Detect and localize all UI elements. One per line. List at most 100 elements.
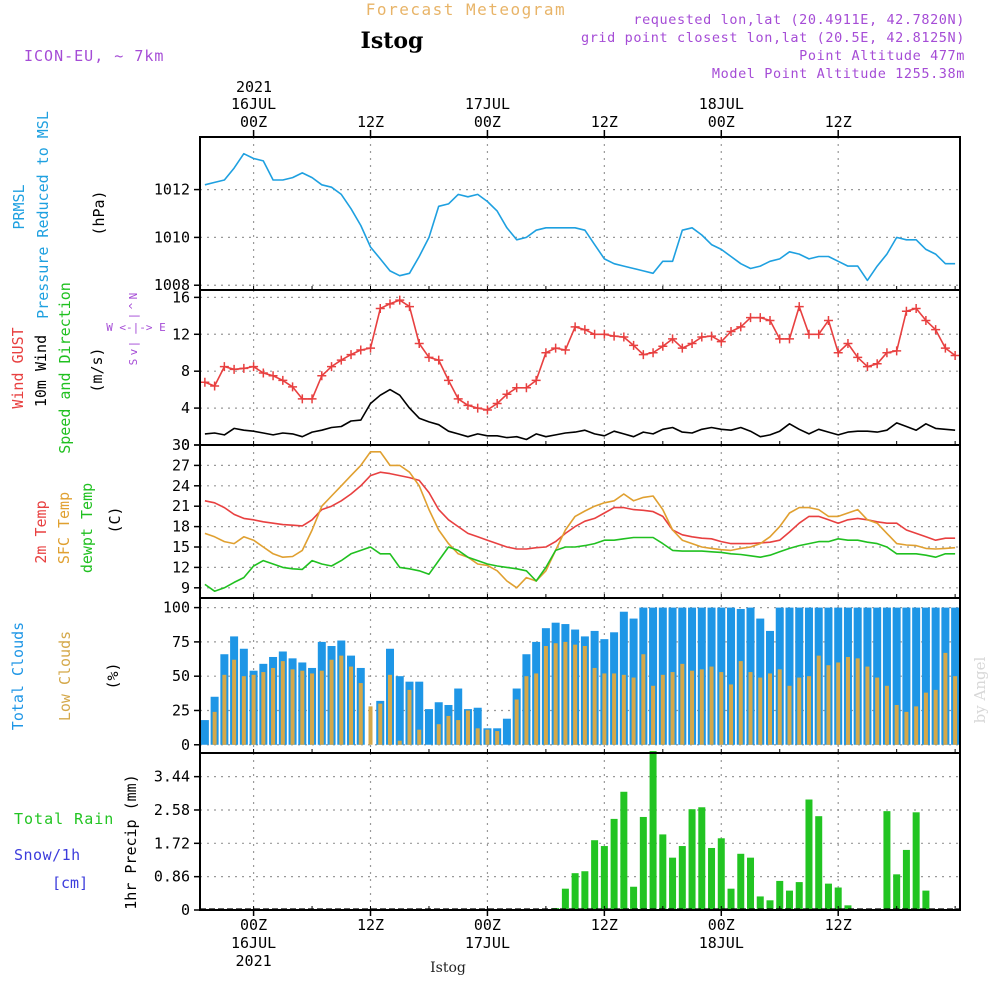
wind-label: 10m Wind: [32, 335, 50, 407]
top-time-label: 18JUL: [699, 95, 744, 113]
compass-bar-top: |: [127, 313, 140, 320]
total-cloud-bar: [649, 607, 658, 745]
pressure-label-prmsl: PRMSL: [10, 184, 28, 229]
rain-bar: [893, 874, 901, 910]
top-time-label: 12Z: [591, 113, 618, 131]
wind-label-group: Wind GUST 10m Wind Speed and Direction (…: [9, 282, 166, 454]
low-cloud-bar: [310, 673, 315, 745]
low-cloud-bar: [290, 669, 295, 745]
pressure-series-line: [204, 152, 956, 282]
low-cloud-bar: [865, 666, 870, 745]
point-altitude: Point Altitude 477m: [799, 48, 965, 64]
gust-marker: [560, 345, 570, 355]
low-cloud-bar: [534, 673, 539, 745]
low-cloud-bar: [816, 655, 821, 745]
gust-marker: [804, 329, 814, 339]
gust-marker: [814, 329, 824, 339]
gust-marker: [736, 322, 746, 332]
low-cloud-bar: [397, 740, 402, 745]
rain-bar: [776, 880, 784, 910]
low-cloud-bar: [943, 652, 948, 745]
gust-marker: [931, 325, 941, 335]
gust-marker: [746, 313, 756, 323]
gust-marker: [395, 295, 405, 305]
rain-bar: [678, 846, 686, 910]
wind-ytick-label: 16: [172, 288, 190, 306]
low-cloud-bar: [670, 672, 675, 745]
low-cloud-bar: [719, 672, 724, 745]
wind-frame: [199, 289, 961, 446]
low-cloud-bar: [582, 646, 587, 745]
total-cloud-bar: [415, 681, 424, 745]
bottom-time-label: 00Z: [240, 916, 267, 934]
low-cloud-bar: [612, 673, 617, 745]
rain-bar: [756, 896, 764, 910]
total-cloud-bar: [892, 607, 901, 745]
pressure-frame: [199, 136, 961, 291]
temperature-label-group: 2m Temp SFC Temp dewpt Temp (C): [32, 483, 124, 573]
low-cloud-bar: [836, 662, 841, 745]
low-cloud-bar: [388, 674, 392, 745]
low-cloud-bar: [855, 658, 860, 745]
temperature-frame: [199, 444, 961, 599]
requested-point: requested lon,lat (20.4911E, 42.7820N): [633, 12, 965, 28]
total-cloud-bar: [804, 607, 813, 745]
rain-bar: [912, 812, 920, 910]
rain-label: Total Rain: [14, 810, 114, 828]
low-cloud-bar: [339, 655, 344, 745]
gust-marker: [443, 375, 453, 385]
gust-marker: [843, 339, 853, 349]
gust-marker: [862, 362, 872, 372]
pressure-ytick-label: 1012: [154, 181, 190, 199]
low-cloud-bar: [826, 665, 831, 745]
clouds-ytick-label: 100: [163, 599, 190, 617]
gust-marker: [521, 383, 531, 393]
gust-marker: [872, 359, 882, 369]
compass-up: ^: [127, 302, 140, 309]
precip-ytick-label: 2.58: [154, 801, 190, 819]
gust-marker: [356, 345, 366, 355]
low-cloud-bar: [651, 685, 656, 745]
precip-axis-label: 1hr Precip (mm): [122, 774, 140, 909]
gust-marker: [453, 394, 463, 404]
low-cloud-bar: [436, 724, 441, 745]
precip-ytick-label: 0: [181, 901, 190, 919]
cloud-label-group: Total Clouds Low Clouds (%): [9, 622, 122, 730]
low-cloud-bar: [475, 728, 480, 745]
clouds-ytick-label: 50: [172, 667, 190, 685]
low-cloud-bar: [456, 720, 461, 745]
wind-series-line: [204, 388, 956, 441]
low-cloud-bar: [904, 711, 909, 745]
clouds-ytick-label: 75: [172, 633, 190, 651]
compass-down: v: [127, 348, 140, 355]
low-cloud-bar: [553, 643, 558, 745]
low-cloud-bar: [660, 674, 665, 745]
low-cloud-bar: [271, 667, 276, 745]
low-cloud-bar: [592, 667, 597, 745]
temperature-series-line: [204, 471, 956, 550]
gust-marker: [317, 371, 327, 381]
gust-marker: [794, 302, 804, 312]
station-title: Istog: [361, 28, 424, 54]
rain-bar: [561, 888, 569, 910]
gust-marker: [239, 363, 249, 373]
gust-marker: [853, 352, 863, 362]
clouds-ytick-label: 0: [181, 736, 190, 754]
gust-marker: [619, 332, 629, 342]
low-cloud-bar: [261, 672, 266, 745]
wind-ytick-label: 8: [181, 362, 190, 380]
rain-bar: [610, 818, 618, 910]
rain-bar: [824, 883, 832, 910]
low-cloud-bar: [621, 674, 626, 745]
low-cloud-bar: [319, 670, 324, 745]
low-cloud-bar: [894, 704, 899, 745]
temperature-series-line: [204, 450, 956, 589]
gust-marker: [765, 315, 775, 325]
bottom-time-label: 12Z: [591, 916, 618, 934]
gust-marker: [775, 334, 785, 344]
gust-marker: [833, 348, 843, 358]
total-cloud-bar: [951, 607, 960, 745]
gust-marker: [658, 341, 668, 351]
gust-marker: [492, 398, 502, 408]
